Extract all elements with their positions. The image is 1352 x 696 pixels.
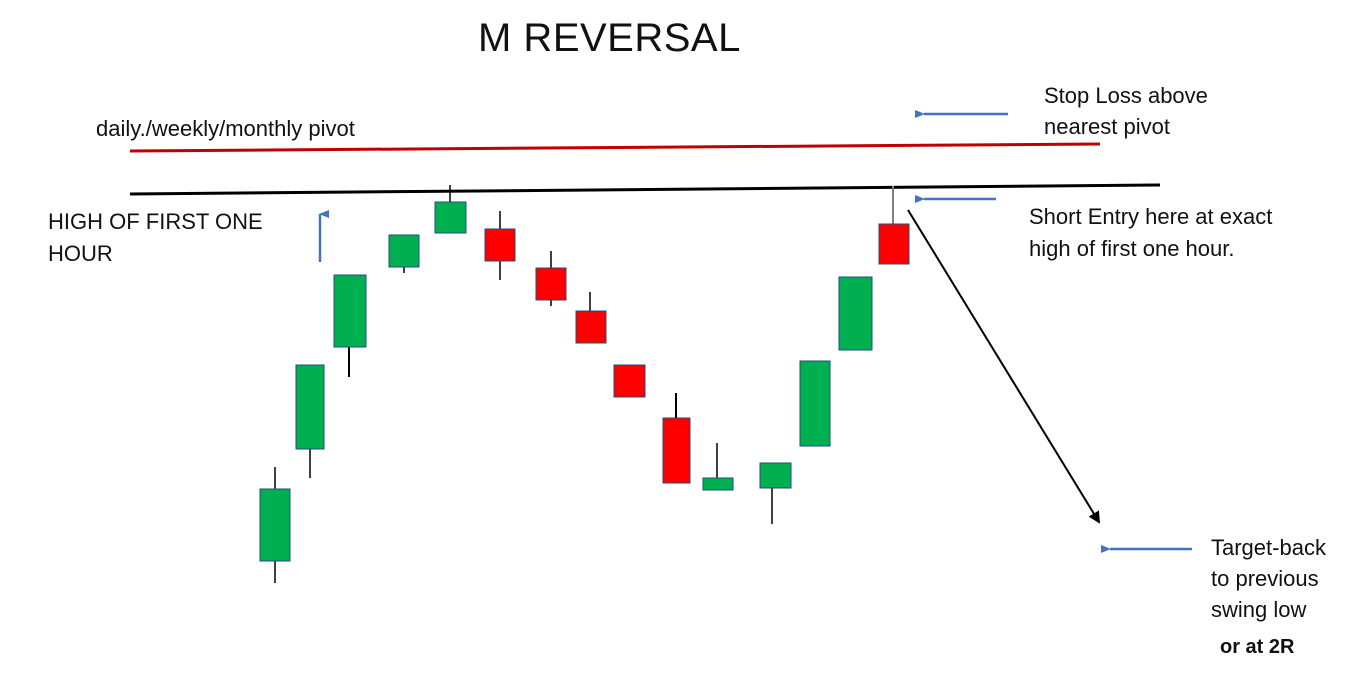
candle-12 (759, 462, 792, 524)
pivot-label: daily./weekly/monthly pivot (96, 116, 355, 141)
stop-label-line-1: Stop Loss above (1044, 83, 1208, 108)
target-label-line-2: to previous (1211, 566, 1319, 591)
candle-2 (295, 364, 325, 478)
candle-1 (259, 467, 291, 583)
candle-15 (878, 186, 910, 265)
candle-13 (799, 360, 831, 447)
high-label-line-2: HOUR (48, 241, 113, 266)
first-hour-high-line (129, 183, 1161, 196)
candle-11 (702, 443, 734, 491)
candle-3 (333, 274, 367, 377)
candle-6 (484, 211, 516, 280)
entry-label-line-2: high of first one hour. (1029, 236, 1235, 261)
short-entry-label: Short Entry here at exact high of first … (1029, 201, 1272, 265)
high-label-line-1: HIGH OF FIRST ONE (48, 209, 263, 234)
entry-label-line-1: Short Entry here at exact (1029, 204, 1273, 229)
stop-loss-label: Stop Loss above nearest pivot (1044, 80, 1208, 142)
target-label: Target-back to previous swing low (1211, 532, 1326, 625)
candle-4 (388, 234, 420, 273)
down-arrow-icon (907, 209, 1101, 524)
page-title: M REVERSAL (478, 16, 741, 60)
target-2r-label: or at 2R (1220, 636, 1295, 658)
candle-7 (535, 251, 567, 306)
candle-9 (613, 364, 646, 398)
stop-label-line-2: nearest pivot (1044, 114, 1170, 139)
candle-8 (575, 292, 607, 344)
high-of-first-hour-label: HIGH OF FIRST ONE HOUR (48, 206, 263, 270)
target-label-line-1: Target-back (1211, 535, 1326, 560)
pivot-line (129, 142, 1101, 153)
candle-5 (434, 185, 467, 234)
target-label-line-3: swing low (1211, 597, 1307, 622)
candle-10 (662, 393, 691, 484)
candle-14 (838, 276, 873, 351)
